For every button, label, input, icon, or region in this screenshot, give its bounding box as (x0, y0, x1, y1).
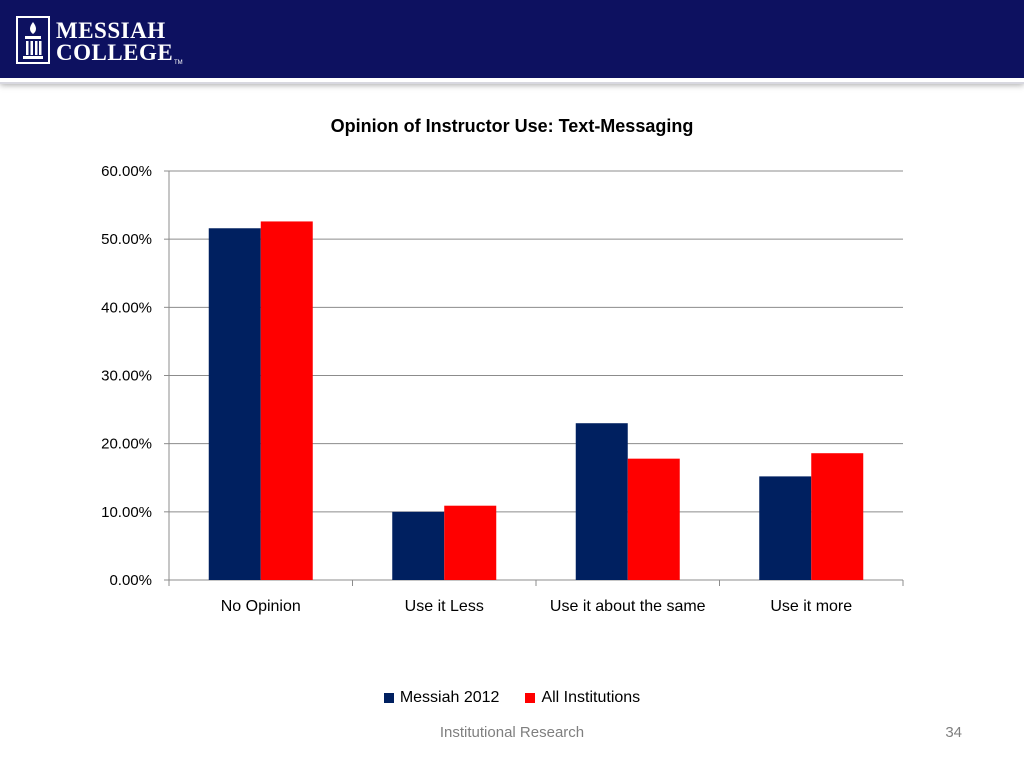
bar-all-institutions (260, 221, 313, 580)
chart-legend: Messiah 2012 All Institutions (0, 689, 1024, 707)
y-tick-label: 30.00% (101, 368, 152, 385)
lamp-icon (16, 16, 50, 64)
bar-messiah (208, 228, 261, 580)
legend-label-all-institutions: All Institutions (541, 689, 641, 706)
bar-all-institutions (811, 453, 864, 580)
x-tick-label: No Opinion (221, 598, 301, 615)
bar-messiah (575, 423, 628, 580)
messiah-college-logo: MESSIAH COLLEGE TM (16, 14, 183, 70)
bar-messiah (392, 511, 445, 580)
x-tick-label: Use it Less (405, 598, 484, 615)
logo-wordmark: MESSIAH COLLEGE (56, 18, 174, 65)
legend-item-messiah: Messiah 2012 (383, 689, 500, 707)
legend-label-messiah: Messiah 2012 (399, 689, 500, 706)
logo-trademark: TM (174, 60, 183, 66)
x-tick-label: Use it about the same (550, 598, 706, 615)
bar-all-institutions (444, 505, 497, 580)
x-tick-label: Use it more (770, 598, 852, 615)
y-tick-label: 60.00% (101, 163, 152, 180)
legend-swatch-all-institutions (525, 693, 536, 703)
y-tick-label: 50.00% (101, 231, 152, 248)
footer-label: Institutional Research (439, 724, 585, 741)
legend-swatch-messiah (383, 693, 394, 703)
header-divider (0, 82, 1024, 84)
chart-title: Opinion of Instructor Use: Text-Messagin… (330, 116, 694, 136)
page-number: 34 (945, 724, 962, 741)
y-tick-label: 10.00% (101, 504, 152, 521)
y-tick-label: 40.00% (101, 299, 152, 316)
header-banner: MESSIAH COLLEGE TM (0, 0, 1024, 82)
bar-all-institutions (627, 458, 680, 580)
bar-messiah (759, 476, 812, 580)
logo-line-2: COLLEGE (56, 40, 174, 65)
legend-item-all-institutions: All Institutions (525, 689, 640, 707)
logo-line-1: MESSIAH (56, 18, 166, 43)
y-tick-label: 0.00% (109, 572, 152, 589)
y-tick-label: 20.00% (101, 436, 152, 453)
